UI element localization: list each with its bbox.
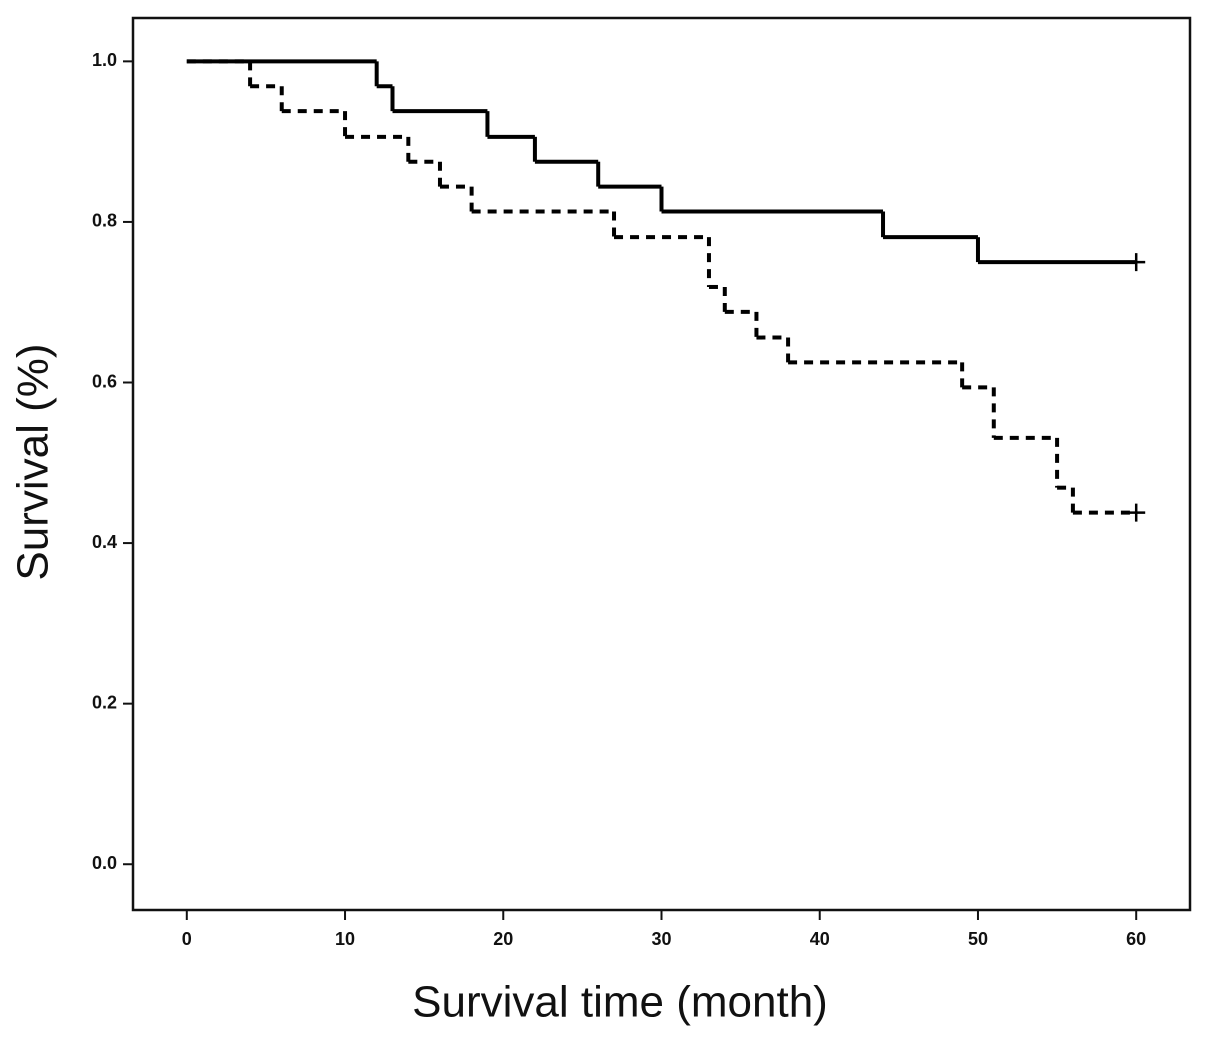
y-tick-label: 0.2 — [92, 692, 117, 712]
x-tick-label: 0 — [182, 929, 192, 949]
x-tick-label: 50 — [968, 929, 988, 949]
y-tick-label: 0.4 — [92, 532, 117, 552]
censor-mark — [1127, 253, 1146, 272]
plot-frame — [131, 16, 1192, 912]
x-tick-label: 60 — [1126, 929, 1146, 949]
y-tick-label: 0.0 — [92, 853, 117, 873]
y-tick-label: 0.8 — [92, 211, 117, 231]
x-tick-label: 40 — [810, 929, 830, 949]
x-axis-label: Survival time (month) — [412, 978, 828, 1027]
y-axis-label: Survival (%) — [9, 343, 58, 580]
x-tick-label: 10 — [335, 929, 355, 949]
y-tick-label: 0.6 — [92, 371, 117, 391]
censor-mark — [1127, 503, 1146, 522]
y-tick-label: 1.0 — [92, 50, 117, 70]
x-tick-label: 20 — [493, 929, 513, 949]
x-tick-label: 30 — [651, 929, 671, 949]
